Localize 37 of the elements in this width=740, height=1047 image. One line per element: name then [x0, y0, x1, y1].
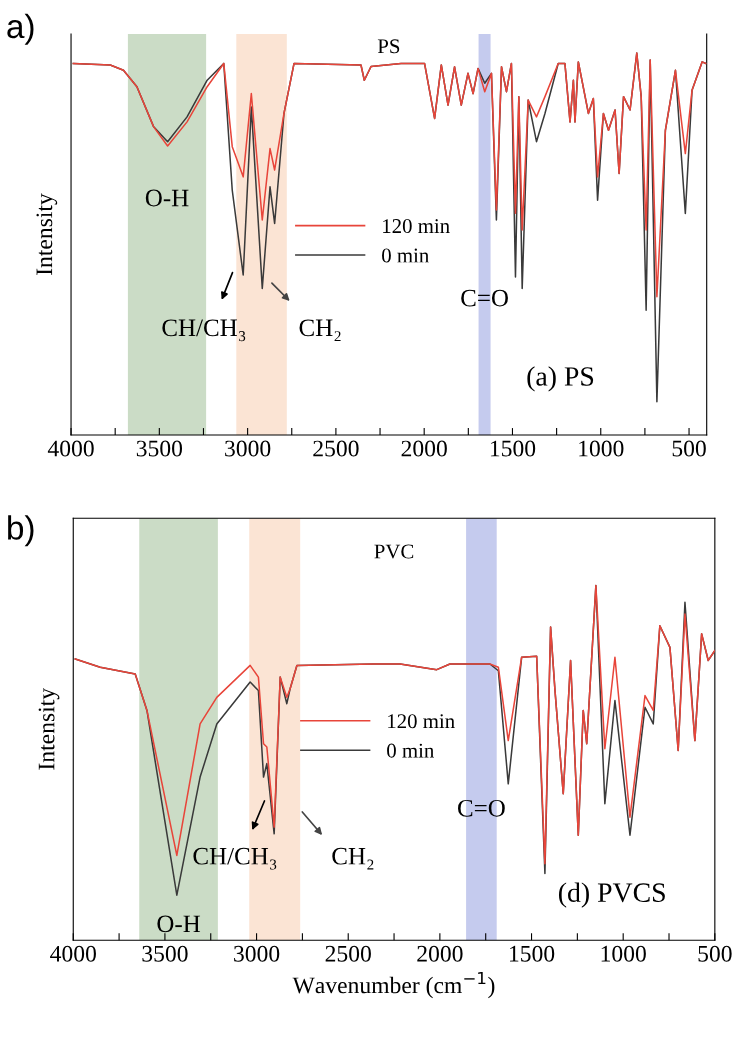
legend-label: 0 min: [387, 743, 434, 758]
legend-label: 0 min: [382, 248, 429, 263]
text: b): [8, 515, 34, 547]
x-tick-label: 2000: [401, 440, 447, 457]
x-tick-label: 500: [698, 945, 732, 962]
y-axis-title: Intensity: [36, 193, 58, 275]
x-tick-label: 1000: [579, 440, 624, 457]
band-label: O-H: [145, 189, 189, 207]
text: a): [7, 13, 34, 45]
chart-title: PVC: [374, 544, 414, 559]
x-tick-label: 2500: [325, 945, 371, 962]
x-tick-label: 3500: [142, 945, 188, 962]
annotation: CH₂: [332, 847, 374, 870]
legend-label: 120 min: [388, 714, 455, 729]
x-tick-label: 4000: [47, 440, 94, 457]
x-tick-label: 1500: [490, 440, 536, 457]
x-axis-title: Wavenumber (cm$^{−1}$): [292, 972, 495, 999]
x-tick-label: 2500: [313, 440, 359, 457]
x-tick-label: 3000: [234, 945, 280, 962]
legend-label: 120 min: [383, 219, 450, 234]
annotation: (d) PVCS: [559, 882, 665, 908]
x-tick-label: 1000: [601, 945, 646, 962]
x-tick-label: 1500: [510, 945, 555, 962]
annotation: CH/CH₃: [162, 319, 246, 342]
band-label: O-H: [157, 915, 201, 933]
x-tick-label: 4000: [50, 945, 96, 962]
annotation: CH₂: [299, 319, 341, 342]
band-label: C=O: [458, 799, 505, 817]
chart-title: PS: [377, 39, 400, 54]
x-tick-label: 3500: [136, 440, 183, 457]
annotation: (a) PS: [527, 366, 594, 392]
x-tick-label: 500: [672, 440, 706, 457]
x-tick-label: 2000: [417, 945, 463, 962]
x-tick-label: 3000: [225, 440, 271, 457]
y-axis-title: Intensity: [38, 688, 60, 770]
band-label: C=O: [461, 289, 508, 307]
annotation: CH/CH₃: [193, 847, 277, 870]
